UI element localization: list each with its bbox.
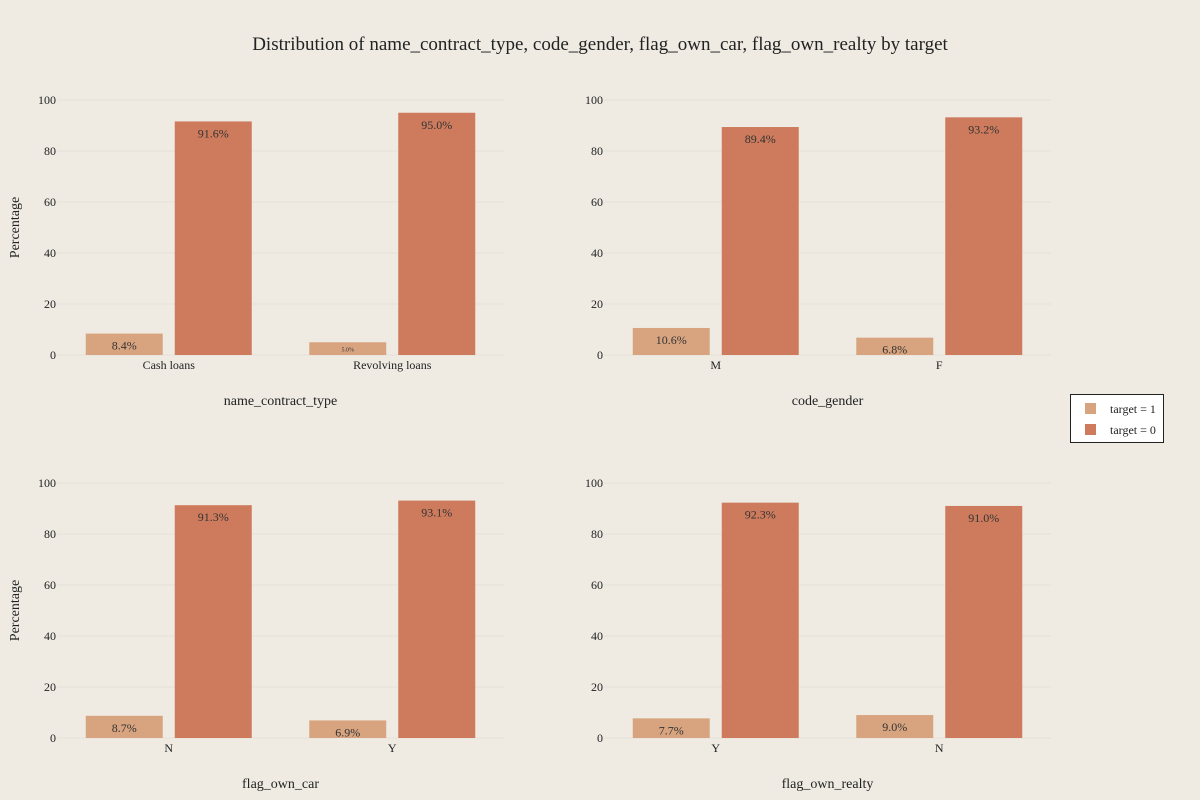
bar-target-0 <box>721 502 799 738</box>
bar-data-label: 93.2% <box>968 122 999 136</box>
bar-target-0 <box>174 121 252 355</box>
y-tick-label: 100 <box>38 93 56 107</box>
y-tick-label: 80 <box>44 527 56 541</box>
subplot-flag-own-car: 0 20 40 60 80 100 8.7% 91.3% N 6.9% 93.1% Yflag_own… <box>8 476 504 792</box>
chart-title: Distribution of name_contract_type, code… <box>252 34 948 55</box>
y-tick-label: 0 <box>597 348 603 362</box>
x-tick-label: N <box>164 741 173 755</box>
bar-data-label: 89.4% <box>745 132 776 146</box>
y-tick-label: 80 <box>44 144 56 158</box>
bar-data-label: 6.8% <box>882 343 907 357</box>
y-tick-label: 100 <box>585 93 603 107</box>
bar-target-1 <box>632 327 710 355</box>
legend-swatch-target0 <box>1085 424 1096 435</box>
bar-target-0 <box>398 112 476 355</box>
bar-data-label: 6.9% <box>335 725 360 739</box>
subplot-code-gender: 0 20 40 60 80 100 10.6% 89.4% M 6.8% 93.2% Fcode_ge… <box>585 93 1051 409</box>
legend-label: target = 0 <box>1110 423 1156 437</box>
x-tick-label: Revolving loans <box>353 358 432 372</box>
bar-target-0 <box>945 117 1023 355</box>
y-tick-label: 40 <box>44 246 56 260</box>
bar-data-label: 8.4% <box>112 339 137 353</box>
y-tick-label: 20 <box>44 297 56 311</box>
bar-data-label: 91.0% <box>968 511 999 525</box>
y-tick-label: 80 <box>591 144 603 158</box>
y-axis-title: Percentage <box>8 580 23 641</box>
x-axis-title: code_gender <box>792 394 864 409</box>
y-tick-label: 20 <box>44 680 56 694</box>
bar-target-0 <box>174 505 252 738</box>
x-axis-title: flag_own_realty <box>782 777 874 792</box>
bar-target-1 <box>309 342 387 355</box>
bar-target-0 <box>721 127 799 355</box>
y-tick-label: 60 <box>591 195 603 209</box>
bar-data-label: 5.0% <box>342 347 355 353</box>
x-tick-label: N <box>935 741 944 755</box>
bar-target-1 <box>632 718 710 738</box>
bar-target-0 <box>945 505 1023 738</box>
x-axis-title: flag_own_car <box>242 777 319 792</box>
bar-data-label: 91.3% <box>198 510 229 524</box>
x-tick-label: Cash loans <box>143 358 196 372</box>
bar-target-1 <box>85 333 163 355</box>
y-tick-label: 0 <box>597 731 603 745</box>
subplot-name-contract-type: 0 20 40 60 80 100 8.4% 91.6% Cash loans 5.0% 95.0%… <box>8 93 504 409</box>
y-tick-label: 80 <box>591 527 603 541</box>
subplot-flag-own-realty: 0 20 40 60 80 100 7.7% 92.3% Y 9.0% 91.0% Nflag_own… <box>585 476 1051 792</box>
y-tick-label: 0 <box>50 348 56 362</box>
y-tick-label: 60 <box>44 578 56 592</box>
x-tick-label: M <box>710 358 721 372</box>
bar-data-label: 92.3% <box>745 508 776 522</box>
x-axis-title: name_contract_type <box>224 394 338 409</box>
y-tick-label: 40 <box>44 629 56 643</box>
y-tick-label: 0 <box>50 731 56 745</box>
y-tick-label: 20 <box>591 680 603 694</box>
y-tick-label: 40 <box>591 629 603 643</box>
bar-data-label: 9.0% <box>882 720 907 734</box>
y-tick-label: 60 <box>591 578 603 592</box>
bar-target-1 <box>856 337 934 355</box>
bar-data-label: 8.7% <box>112 721 137 735</box>
x-tick-label: Y <box>388 741 397 755</box>
y-tick-label: 40 <box>591 246 603 260</box>
legend-label: target = 1 <box>1110 402 1156 416</box>
bar-data-label: 7.7% <box>659 723 684 737</box>
y-tick-label: 60 <box>44 195 56 209</box>
bar-target-1 <box>85 715 163 738</box>
y-axis-title: Percentage <box>8 197 23 258</box>
x-tick-label: Y <box>711 741 720 755</box>
bar-data-label: 91.6% <box>198 126 229 140</box>
legend-swatch-target1 <box>1085 403 1096 414</box>
x-tick-label: F <box>936 358 943 372</box>
bar-target-0 <box>398 500 476 738</box>
y-tick-label: 100 <box>585 476 603 490</box>
y-tick-label: 20 <box>591 297 603 311</box>
bar-data-label: 10.6% <box>656 333 687 347</box>
bar-target-1 <box>309 720 387 738</box>
bar-data-label: 95.0% <box>421 118 452 132</box>
y-tick-label: 100 <box>38 476 56 490</box>
bar-data-label: 93.1% <box>421 506 452 520</box>
bar-target-1 <box>856 715 934 738</box>
legend: target = 1 target = 0 <box>1070 394 1164 443</box>
